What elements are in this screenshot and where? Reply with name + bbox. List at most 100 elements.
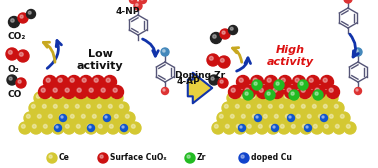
Circle shape	[231, 114, 234, 118]
Circle shape	[344, 0, 352, 3]
Circle shape	[125, 114, 129, 118]
Circle shape	[89, 126, 91, 128]
Circle shape	[220, 58, 224, 62]
Circle shape	[250, 112, 262, 124]
Circle shape	[8, 16, 20, 28]
Circle shape	[209, 75, 219, 85]
Circle shape	[113, 88, 117, 92]
Circle shape	[31, 104, 35, 108]
Circle shape	[134, 2, 142, 10]
Text: 4-AP: 4-AP	[177, 77, 201, 87]
Circle shape	[79, 112, 91, 124]
Circle shape	[346, 124, 350, 128]
Circle shape	[59, 114, 63, 118]
Circle shape	[274, 114, 278, 118]
Circle shape	[84, 102, 96, 114]
Circle shape	[56, 75, 68, 89]
Circle shape	[261, 112, 273, 124]
Circle shape	[51, 86, 64, 98]
Circle shape	[79, 75, 93, 89]
Circle shape	[228, 112, 240, 124]
Circle shape	[53, 88, 57, 92]
Circle shape	[43, 124, 47, 128]
Circle shape	[62, 86, 76, 98]
Circle shape	[241, 155, 244, 158]
Circle shape	[309, 78, 313, 82]
Circle shape	[132, 124, 135, 128]
Circle shape	[354, 48, 362, 56]
Circle shape	[327, 86, 339, 98]
Circle shape	[326, 92, 338, 104]
Circle shape	[276, 82, 279, 85]
Text: O₂: O₂	[8, 65, 20, 74]
Text: Low
activity: Low activity	[77, 49, 123, 71]
Circle shape	[19, 122, 31, 134]
Text: 4-NP: 4-NP	[116, 7, 140, 15]
Circle shape	[257, 104, 261, 108]
Circle shape	[285, 114, 289, 118]
Circle shape	[307, 94, 310, 98]
Circle shape	[251, 94, 255, 98]
Circle shape	[119, 104, 123, 108]
Circle shape	[231, 88, 235, 92]
Circle shape	[246, 104, 250, 108]
Circle shape	[18, 80, 21, 83]
Circle shape	[163, 89, 165, 91]
Circle shape	[45, 92, 57, 104]
Circle shape	[294, 112, 306, 124]
Circle shape	[312, 104, 316, 108]
Circle shape	[81, 94, 84, 98]
Circle shape	[78, 92, 90, 104]
Circle shape	[48, 114, 52, 118]
Circle shape	[267, 92, 270, 95]
Circle shape	[41, 122, 53, 134]
Circle shape	[219, 114, 223, 118]
Circle shape	[57, 112, 69, 124]
Circle shape	[222, 31, 225, 34]
Circle shape	[291, 92, 294, 95]
Text: High
activity: High activity	[266, 45, 314, 67]
Circle shape	[16, 78, 26, 88]
Circle shape	[53, 104, 57, 108]
Circle shape	[253, 78, 257, 82]
Circle shape	[56, 126, 58, 128]
Circle shape	[49, 155, 52, 158]
Circle shape	[19, 52, 23, 56]
Circle shape	[30, 122, 42, 134]
Circle shape	[95, 102, 107, 114]
Circle shape	[265, 90, 275, 100]
Circle shape	[245, 122, 257, 134]
Circle shape	[117, 102, 129, 114]
Circle shape	[256, 122, 268, 134]
Circle shape	[335, 124, 339, 128]
Circle shape	[267, 122, 279, 134]
Circle shape	[301, 88, 305, 92]
Circle shape	[239, 153, 249, 163]
Circle shape	[247, 124, 251, 128]
Circle shape	[306, 126, 308, 128]
Circle shape	[324, 124, 328, 128]
Circle shape	[265, 75, 277, 89]
Circle shape	[245, 92, 248, 95]
Circle shape	[161, 88, 169, 94]
Circle shape	[220, 80, 223, 83]
Circle shape	[237, 75, 249, 89]
Circle shape	[111, 92, 123, 104]
Circle shape	[161, 48, 169, 56]
Circle shape	[238, 92, 250, 104]
Circle shape	[321, 115, 327, 121]
Circle shape	[300, 122, 312, 134]
Circle shape	[54, 124, 58, 128]
Circle shape	[293, 75, 305, 89]
Circle shape	[295, 78, 299, 82]
Circle shape	[272, 112, 284, 124]
Circle shape	[104, 114, 107, 118]
Circle shape	[187, 155, 190, 158]
Circle shape	[82, 78, 86, 82]
Circle shape	[214, 124, 218, 128]
Circle shape	[288, 102, 300, 114]
Circle shape	[323, 78, 327, 82]
Circle shape	[329, 88, 333, 92]
Circle shape	[217, 112, 229, 124]
Circle shape	[279, 75, 291, 89]
